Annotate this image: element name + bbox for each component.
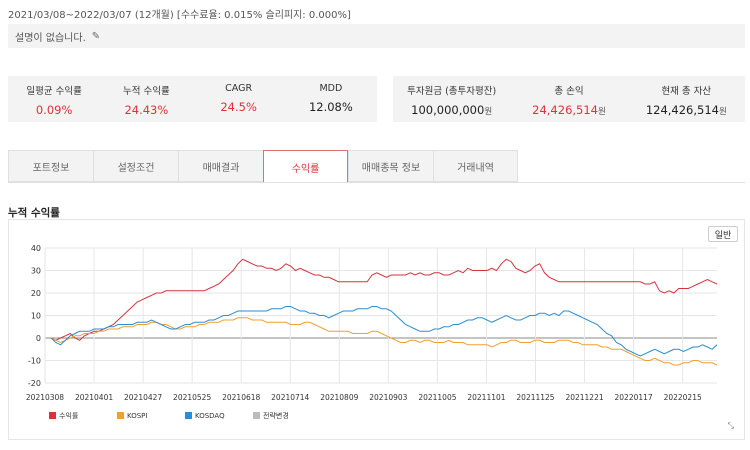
x-tick-label: 20210809: [320, 393, 358, 402]
x-tick-label: 20210308: [26, 393, 64, 402]
tab-divider: [8, 182, 745, 183]
x-tick-label: 20210525: [173, 393, 211, 402]
stat-label: 현재 총 자산: [661, 86, 712, 97]
stat-value: 100,000,000원: [411, 103, 493, 117]
x-tick-label: 20220117: [615, 393, 653, 402]
description-box: 설명이 없습니다. ✎: [8, 24, 745, 48]
pencil-icon[interactable]: ✎: [91, 30, 101, 42]
tab-2[interactable]: 매매결과: [178, 150, 263, 182]
legend-swatch: [49, 412, 56, 419]
cumulative-return-chart: 일반 40 30 20 10 0 -10 -20 20210308 20210401 202104…: [8, 219, 745, 440]
stat-unit: 원: [718, 107, 727, 117]
tab-0[interactable]: 포트정보: [8, 150, 93, 182]
asset-stats: 투자원금 (총투자평잔) 100,000,000원 총 손익 24,426,514원 현…: [393, 76, 745, 122]
y-tick-label: 10: [31, 312, 41, 321]
series-line-KOSDAQ: [50, 306, 718, 357]
asset-stat: 투자원금 (총투자평잔) 100,000,000원: [393, 76, 510, 122]
asset-stat: 총 손익 24,426,514원: [510, 76, 627, 122]
legend-label: 전략변경: [263, 411, 289, 420]
legend-swatch: [185, 412, 192, 419]
resize-handle-icon[interactable]: ⤡: [727, 421, 734, 430]
x-tick-label: 20210903: [369, 393, 407, 402]
x-tick-label: 20210618: [222, 393, 260, 402]
performance-stat: MDD 12.08%: [285, 76, 377, 122]
series-line-KOSPI: [50, 317, 718, 366]
y-tick-label: -10: [28, 357, 41, 366]
stat-label: 누적 수익률: [123, 86, 170, 97]
section-title: 누적 수익률: [8, 207, 60, 219]
x-tick-label: 20210714: [271, 393, 309, 402]
y-tick-label: 20: [31, 289, 41, 298]
x-tick-label: 20220215: [664, 393, 702, 402]
legend-swatch: [117, 412, 124, 419]
asset-stat: 현재 총 자산 124,426,514원: [628, 76, 745, 122]
performance-stat: 누적 수익률 24.43%: [100, 76, 192, 122]
x-tick-label: 20211125: [516, 393, 554, 402]
legend-label: KOSDAQ: [195, 412, 225, 420]
stat-value: 12.08%: [308, 100, 353, 114]
legend-swatch: [253, 412, 260, 419]
stat-unit: 원: [598, 107, 606, 117]
stat-label: 투자원금 (총투자평잔): [407, 86, 497, 97]
stat-label: 총 손익: [554, 86, 584, 97]
performance-stat: 일평균 수익률 0.09%: [8, 76, 100, 122]
legend-label: KOSPI: [127, 412, 147, 420]
x-tick-label: 20211005: [418, 393, 456, 402]
stat-unit: 원: [484, 107, 493, 117]
result-tabs: 포트정보 설정조건 매매결과 수익률 매매종목 정보 거래내역: [8, 150, 518, 183]
performance-stats: 일평균 수익률 0.09% 누적 수익률 24.43% CAGR 24.5% MDD 12.0…: [8, 76, 377, 122]
x-tick-label: 20210401: [75, 393, 113, 402]
x-tick-label: 20211221: [565, 393, 603, 402]
stat-label: 일평균 수익률: [26, 86, 82, 97]
y-tick-label: 0: [36, 334, 41, 343]
chart-svg: 40 30 20 10 0 -10 -20 20210308 20210401 20210427 2…: [26, 244, 718, 420]
tab-5[interactable]: 거래내역: [433, 150, 518, 182]
stat-value: 0.09%: [35, 103, 73, 117]
y-tick-label: 30: [31, 267, 41, 276]
y-tick-label: 40: [31, 244, 41, 253]
y-tick-label: -20: [28, 379, 41, 388]
performance-stat: CAGR 24.5%: [193, 76, 285, 122]
stat-value: 24.5%: [220, 100, 257, 114]
x-tick-label: 20210427: [124, 393, 162, 402]
series-line-수익률: [50, 258, 718, 341]
stat-label: CAGR: [225, 83, 253, 94]
stat-label: MDD: [319, 83, 343, 94]
stat-value: 124,426,514원: [645, 103, 727, 117]
tab-1[interactable]: 설정조건: [93, 150, 178, 182]
tab-3[interactable]: 수익률: [263, 150, 348, 183]
chart-mode-button[interactable]: 일반: [708, 226, 738, 242]
description-text: 설명이 없습니다.: [15, 32, 86, 44]
stat-value: 24,426,514원: [532, 103, 606, 117]
legend-label: 수익률: [59, 412, 79, 420]
backtest-period: 2021/03/08~2022/03/07 (12개월) [수수료율: 0.01…: [8, 10, 351, 21]
x-tick-label: 20211101: [467, 393, 505, 402]
tab-4[interactable]: 매매종목 정보: [348, 150, 433, 182]
stat-value: 24.43%: [124, 103, 169, 117]
